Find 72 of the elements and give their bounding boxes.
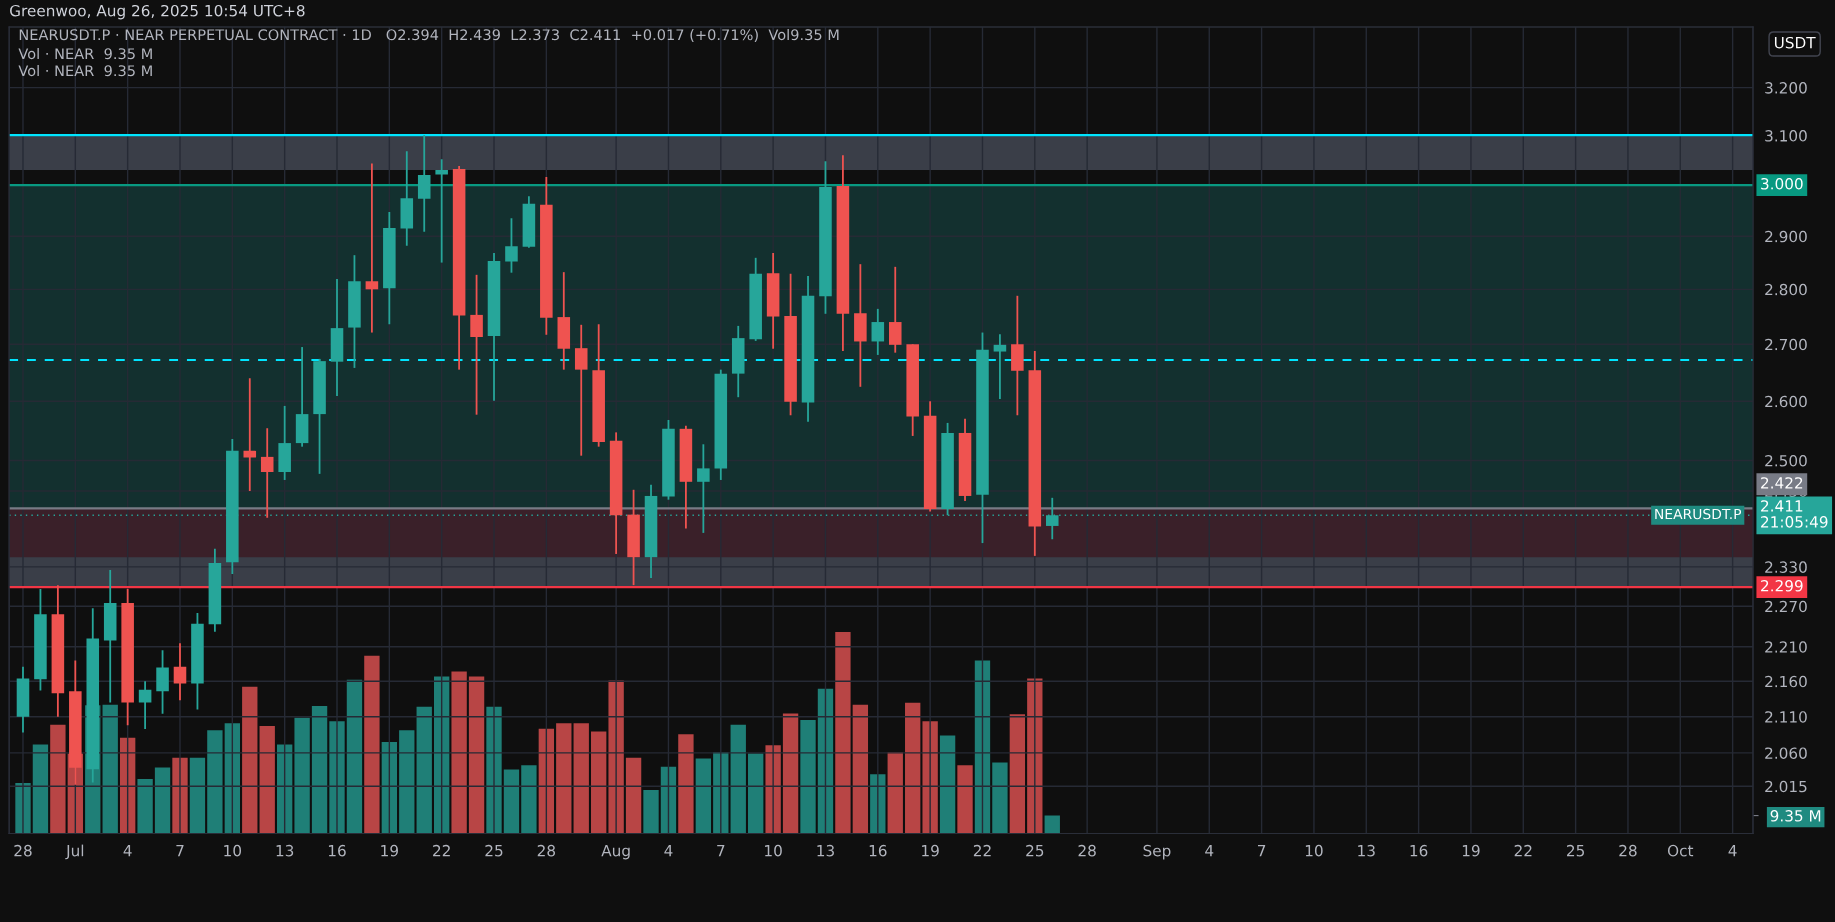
x-tick-label: 28 [537,844,556,857]
candlestick [365,162,379,334]
candlestick [260,427,274,519]
x-tick-label: 16 [328,844,346,857]
x-tick-label: 7 [176,845,184,857]
candlestick [417,134,431,233]
candlestick [574,323,588,457]
y-tick-label: 2.210 [1765,641,1807,653]
y-tick-label: 2.900 [1765,230,1807,243]
y-tick-label: 2.800 [1765,283,1807,296]
chart-title: Greenwoo, Aug 26, 2025 10:54 UTC+8 [10,4,305,20]
candlestick [993,333,1007,400]
x-tick-label: 13 [276,844,294,857]
candlestick [435,158,448,264]
x-tick-label: 22 [1514,844,1532,857]
x-tick-label: Jul [65,844,84,860]
y-tick-label: 2.110 [1765,711,1807,723]
x-tick-label: 10 [1305,844,1323,857]
ref-line-label: 3.000 [1761,177,1803,190]
x-tick-label: Oct [1667,844,1694,857]
x-tick-label: 4 [664,845,673,857]
candlestick [871,307,885,356]
x-tick-label: 28 [1078,844,1096,857]
candlestick [138,680,152,730]
y-tick-label: 2.330 [1765,561,1807,573]
y-tick-label: 2.700 [1765,338,1807,351]
y-tick-label: 2.060 [1765,747,1807,759]
y-tick-label: 2.500 [1765,454,1807,467]
x-tick-label: 19 [922,844,939,857]
candlestick [156,649,169,715]
text: USDT [1774,36,1816,49]
x-tick-label: 4 [1205,845,1214,857]
chart-subtitle: NEARUSDT.P · NEAR PERPETUAL CONTRACT · 1D O2.394 H2.439 L2.373 C2.411 +0.017 (+0.71%) Vol9.35 M [19,28,839,42]
candlestick [888,265,902,354]
x-tick-label: Sep [1143,844,1171,860]
ref-line-label: 2.299 [1761,579,1803,592]
x-tick-label: 7 [1257,845,1266,857]
candlestick [470,273,483,416]
x-tick-label: 19 [1462,844,1480,857]
x-tick-label: 25 [1567,844,1584,857]
candlestick [173,642,187,702]
x-tick-label: 4 [1728,845,1737,857]
x-tick-label: 25 [1026,844,1044,857]
y-tick-label: 3.200 [1765,82,1807,94]
x-tick-label: 28 [1619,844,1637,857]
y-tick-label: 2.270 [1765,600,1807,613]
ref-line-label: 2.422 [1761,477,1803,489]
x-tick-label: 13 [1358,844,1375,857]
x-tick-label: 10 [765,844,782,857]
x-tick-label: 16 [869,844,887,857]
y-tick-label: 2.160 [1765,675,1807,688]
x-tick-label: 7 [717,845,725,857]
y-tick-label: 2.600 [1765,395,1807,408]
x-tick-label: 13 [817,844,834,857]
y-tick-label: 2.015 [1765,780,1807,793]
annotation: NEARUSDT.P [1655,508,1742,520]
x-tick-label: 22 [433,844,450,857]
annotation: Vol · NEAR 9.35 M [18,47,152,60]
x-tick-label: 16 [1410,844,1428,857]
y2-tick-label: 9.35 M [1770,810,1821,822]
annotation: Vol · NEAR 9.35 M [18,64,152,77]
x-tick-label: 10 [224,844,242,857]
x-tick-label: 4 [123,845,132,857]
x-tick-label: 19 [381,844,398,857]
x-tick-label: 28 [14,844,32,857]
y-tick-label: 3.100 [1765,130,1807,142]
ref-line-label: 2.411 21:05:49 [1761,500,1828,528]
x-tick-label: Aug [601,845,630,860]
candlestick [505,217,518,274]
candlestick [243,377,257,492]
x-tick-label: 25 [485,844,503,857]
x-tick-label: 22 [973,844,991,857]
